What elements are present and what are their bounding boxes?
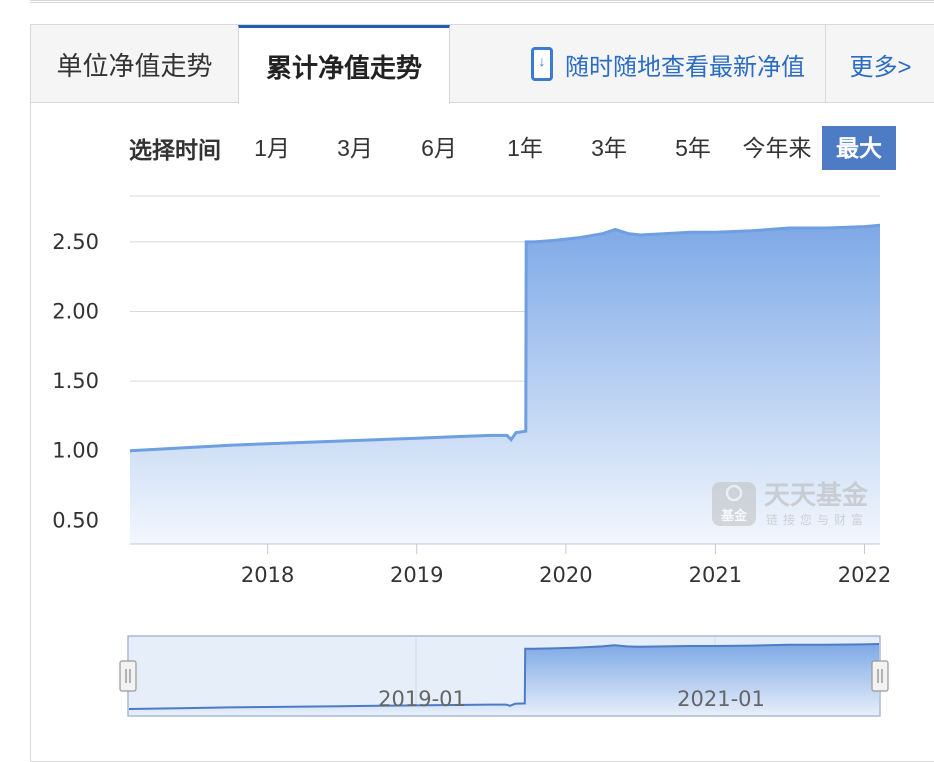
phone-download-icon [531,47,553,81]
mobile-nav-link[interactable]: 随时随地查看最新净值 [531,25,805,103]
navigator-label: 2021-01 [677,687,765,711]
nav-area-fill [130,225,880,544]
y-tick-label: 2.00 [52,300,99,324]
range-max-button[interactable]: 最大 [822,126,896,170]
navigator-label: 2019-01 [378,687,466,711]
x-tick-label: 2018 [241,563,294,587]
x-tick-label: 2021 [689,563,742,587]
range-1-year-button[interactable]: 1年 [507,135,543,161]
tab-bar: 单位净值走势 累计净值走势 随时随地查看最新净值 更多> [31,25,934,104]
y-tick-label: 0.50 [52,508,99,532]
y-tick-label: 1.50 [52,369,99,393]
watermark-name: 天天基金 [764,480,869,511]
y-tick-label: 2.50 [52,230,99,254]
range-6-month-button[interactable]: 6月 [421,135,457,161]
top-divider [30,0,934,3]
range-selector-label: 选择时间 [129,137,221,163]
tab-unit-nav[interactable]: 单位净值走势 [56,50,213,81]
mobile-nav-link-label: 随时随地查看最新净值 [565,53,805,81]
watermark-logo-ring [725,484,743,502]
watermark-slogan: 链接您与财富 [766,512,868,527]
watermark-badge: 基金 [720,508,748,524]
watermark-logo-icon [712,482,756,526]
tiantian-fund-watermark: 基金 天天基金 链接您与财富 [712,480,869,527]
tab-accumulated-nav[interactable]: 累计净值走势 [238,25,450,104]
x-tick-label: 2020 [539,563,592,587]
x-axis: 2018 2019 2020 2021 2022 [241,544,891,587]
y-axis: 0.50 1.00 1.50 2.00 2.50 [52,230,99,532]
navigator-left-handle[interactable] [119,660,137,692]
time-range-selector: 选择时间 1月 3月 6月 1年 3年 5年 今年来 最大 [129,125,896,171]
nav-series-line [129,223,881,453]
navigator-right-handle-grip[interactable] [871,660,889,692]
range-1-month-button[interactable]: 1月 [254,135,290,161]
range-5-year-button[interactable]: 5年 [675,135,711,161]
navigator-right-handle[interactable] [871,660,889,692]
range-navigator[interactable]: 2019-01 2021-01 [119,635,889,717]
range-3-month-button[interactable]: 3月 [337,135,373,161]
y-tick-label: 1.00 [52,439,99,463]
x-tick-label: 2022 [838,563,891,587]
range-3-year-button[interactable]: 3年 [591,135,627,161]
x-tick-label: 2019 [390,563,443,587]
navigator-area-fill [129,644,879,715]
range-ytd-button[interactable]: 今年来 [742,135,812,161]
navigator-series-line [128,643,880,710]
navigator-left-handle-grip[interactable] [119,660,137,692]
more-link[interactable]: 更多> [825,25,934,103]
